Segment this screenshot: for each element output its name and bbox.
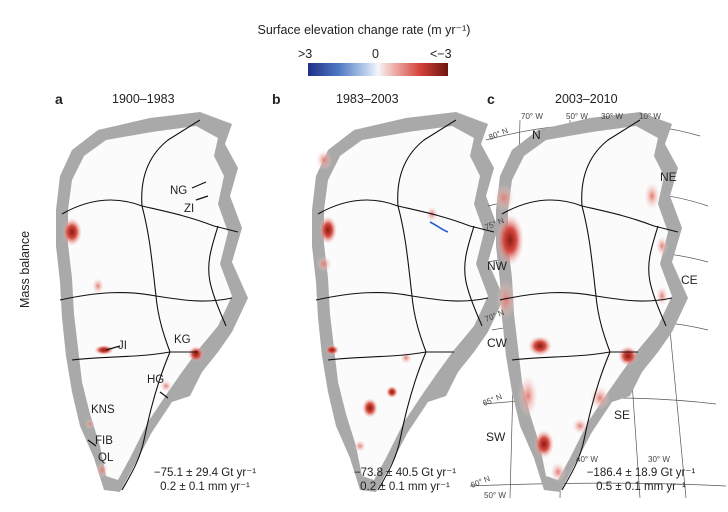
panel-a-map [56, 112, 248, 492]
colorbar [308, 63, 448, 76]
grat-50w-top: 50° W [566, 112, 588, 121]
region-label-cw: CW [487, 336, 507, 350]
panel-c-mass-rate: −186.4 ± 18.9 Gt yr⁻¹ [586, 467, 696, 479]
grat-40w-bottom: 40° W [576, 455, 598, 464]
region-label-nw: NW [487, 259, 507, 273]
grat-80n: 80° N [487, 126, 509, 142]
grat-30w-bottom: 30° W [648, 455, 670, 464]
glacier-label-ji: JI [118, 340, 127, 352]
panel-a-stats: −75.1 ± 29.4 Gt yr⁻¹ 0.2 ± 0.1 mm yr⁻¹ [130, 466, 280, 494]
panel-a-mass-rate: −75.1 ± 29.4 Gt yr⁻¹ [153, 467, 257, 479]
grat-70w-top: 70° W [521, 112, 543, 121]
region-label-n: N [532, 128, 541, 142]
region-label-se: SE [614, 408, 631, 422]
glacier-label-ql: QL [98, 452, 114, 464]
grat-50w-bottom: 50° W [484, 491, 506, 500]
grat-10w-top: 10° W [639, 112, 661, 121]
panel-b-map [312, 112, 504, 492]
panel-b-stats: −73.8 ± 40.5 Gt yr⁻¹ 0.2 ± 0.1 mm yr⁻¹ [330, 466, 480, 494]
region-label-ce: CE [681, 273, 698, 287]
panel-a-period: 1900–1983 [112, 92, 175, 106]
colorbar-min-label: >3 [298, 47, 313, 61]
glacier-label-zi: ZI [184, 203, 195, 215]
grat-65n: 65° N [481, 392, 503, 408]
glacier-label-kg: KG [174, 334, 191, 346]
panel-a-letter: a [55, 91, 63, 107]
glacier-label-hg: HG [147, 374, 165, 386]
panel-b-letter: b [272, 91, 281, 107]
region-label-ne: NE [660, 170, 677, 184]
panel-c-period: 2003–2010 [555, 92, 618, 106]
region-label-sw: SW [486, 430, 506, 444]
grat-30w-top: 30° W [601, 112, 623, 121]
colorbar-title: Surface elevation change rate (m yr⁻¹) [257, 23, 471, 37]
colorbar-max-label: <−3 [430, 47, 452, 61]
panel-c-stats: −186.4 ± 18.9 Gt yr⁻¹ 0.5 ± 0.1 mm yr⁻¹ [566, 466, 716, 494]
panel-b-sea-level: 0.2 ± 0.1 mm yr⁻¹ [360, 481, 450, 493]
panel-b-period: 1983–2003 [336, 92, 399, 106]
panel-a-sea-level: 0.2 ± 0.1 mm yr⁻¹ [160, 481, 250, 493]
glacier-label-kns: KNS [91, 404, 115, 416]
glacier-label-fib: FIB [95, 435, 113, 447]
panel-b-mass-rate: −73.8 ± 40.5 Gt yr⁻¹ [353, 467, 457, 479]
panel-c-map [494, 112, 688, 492]
panel-c-sea-level: 0.5 ± 0.1 mm yr⁻¹ [596, 481, 686, 493]
panel-c-letter: c [487, 91, 495, 107]
colorbar-mid-label: 0 [372, 47, 379, 61]
glacier-label-ng: NG [170, 185, 188, 197]
